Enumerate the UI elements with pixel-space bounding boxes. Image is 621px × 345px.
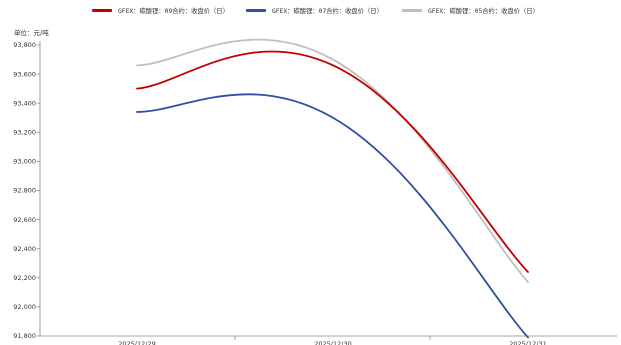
legend-item-09[interactable]: GFEX：碳酸锂：09合约：收盘价（日） [92, 6, 229, 15]
legend-item-07[interactable]: GFEX：碳酸锂：07合约：收盘价（日） [246, 6, 383, 15]
y-tick-label: 93,400 [13, 99, 36, 107]
y-tick-label: 93,200 [13, 129, 36, 137]
legend-label-05: GFEX：碳酸锂：05合约：收盘价（日） [428, 8, 539, 15]
y-tick-label: 92,800 [13, 187, 36, 195]
y-tick-label: 92,600 [13, 216, 36, 224]
y-tick-label: 92,200 [13, 274, 36, 282]
legend-swatch-09 [92, 9, 112, 12]
legend-swatch-07 [246, 9, 266, 12]
y-axis-unit-label: 单位：元/吨 [14, 29, 49, 37]
y-tick-label: 93,800 [13, 41, 36, 49]
y-tick-label: 93,000 [13, 158, 36, 166]
series-line-09 [136, 50, 529, 273]
y-tick-label: 92,000 [13, 303, 36, 311]
y-tick-label: 93,600 [13, 70, 36, 78]
legend-item-05[interactable]: GFEX：碳酸锂：05合约：收盘价（日） [402, 6, 539, 15]
x-tick-label: 2025/12/31 [509, 340, 546, 345]
legend-swatch-05 [402, 9, 422, 12]
y-tick-label: 92,400 [13, 245, 36, 253]
legend: GFEX：碳酸锂：09合约：收盘价（日） GFEX：碳酸锂：07合约：收盘价（日… [0, 6, 621, 20]
x-tick-label: 2025/12/30 [314, 340, 351, 345]
x-tick-label: 2025/12/29 [118, 340, 155, 345]
legend-label-07: GFEX：碳酸锂：07合约：收盘价（日） [272, 8, 383, 15]
series-line-07 [136, 93, 529, 339]
series-line-05 [136, 38, 529, 284]
legend-label-09: GFEX：碳酸锂：09合约：收盘价（日） [118, 8, 229, 15]
y-tick-label: 91,800 [13, 332, 36, 340]
